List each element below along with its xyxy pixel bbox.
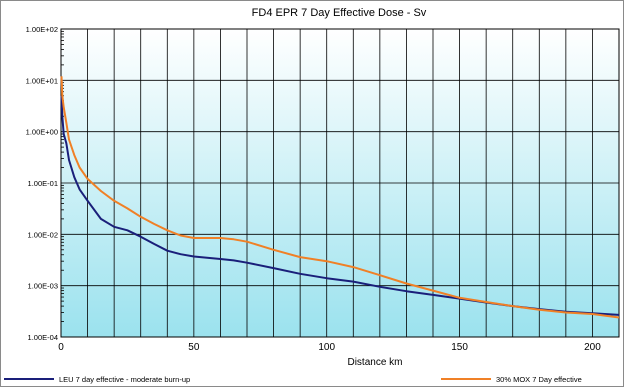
y-tick-label: 1.00E+01 xyxy=(26,76,58,85)
x-tick-label: 100 xyxy=(318,342,335,353)
y-tick-label: 1.00E+02 xyxy=(26,25,58,34)
y-tick-label: 1.00E-01 xyxy=(28,179,58,188)
legend: LEU 7 day effective - moderate burn-up 30… xyxy=(4,375,582,384)
chart-title: FD4 EPR 7 Day Effective Dose - Sv xyxy=(252,7,427,19)
series-line-30-mox-7-day-effective xyxy=(60,76,620,319)
x-axis-label: Distance km xyxy=(347,357,402,368)
x-tick-label: 0 xyxy=(58,342,64,353)
y-tick-label: 1.00E-03 xyxy=(28,282,58,291)
legend-label: 30% MOX 7 Day effective xyxy=(496,375,582,384)
x-tick-label: 150 xyxy=(451,342,468,353)
legend-label: LEU 7 day effective - moderate burn-up xyxy=(59,375,190,384)
y-tick-label: 1.00E-04 xyxy=(28,333,58,342)
y-tick-label: 1.00E-02 xyxy=(28,230,58,239)
y-tick-label: 1.00E+00 xyxy=(26,128,58,137)
x-tick-label: 50 xyxy=(188,342,200,353)
x-tick-label: 200 xyxy=(584,342,601,353)
